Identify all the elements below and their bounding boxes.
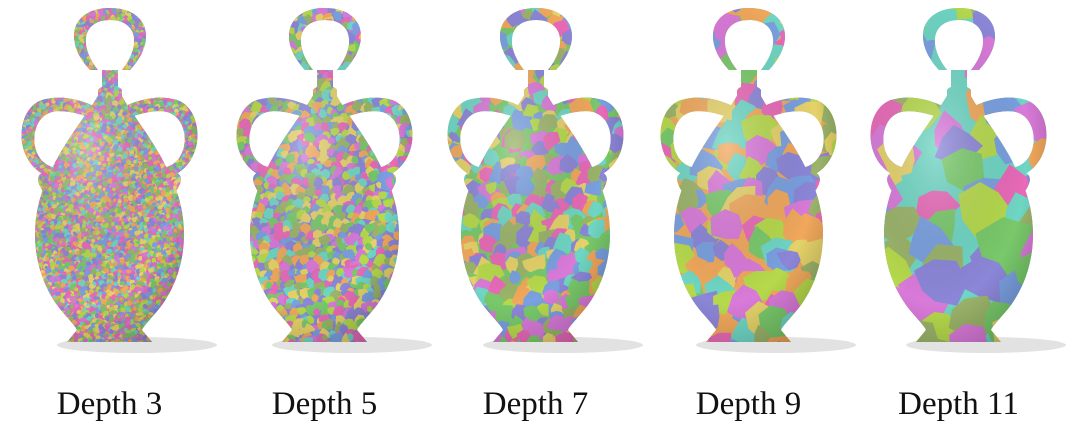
vase-render — [447, 8, 643, 353]
vase-render — [660, 8, 856, 353]
panel-depth-5: Depth 5 — [217, 0, 432, 431]
panel-depth-11: Depth 11 — [851, 0, 1066, 431]
vase-render — [236, 8, 432, 353]
vase-patches — [447, 8, 624, 342]
caption-label: Depth 11 — [898, 386, 1019, 422]
vase-patches — [21, 8, 198, 342]
panel-depth-3: Depth 3 — [2, 0, 217, 431]
caption-label: Depth 9 — [695, 386, 802, 422]
vase-patches — [660, 8, 837, 342]
panel-depth-9: Depth 9 — [641, 0, 856, 431]
panel-depth-7: Depth 7 — [428, 0, 643, 431]
vase-patches — [870, 8, 1047, 342]
caption-label: Depth 7 — [482, 386, 589, 422]
caption-label: Depth 3 — [56, 386, 163, 422]
vase-render — [870, 8, 1066, 353]
caption-label: Depth 5 — [271, 386, 378, 422]
vase-patches — [236, 8, 413, 342]
vase-render — [21, 8, 217, 353]
